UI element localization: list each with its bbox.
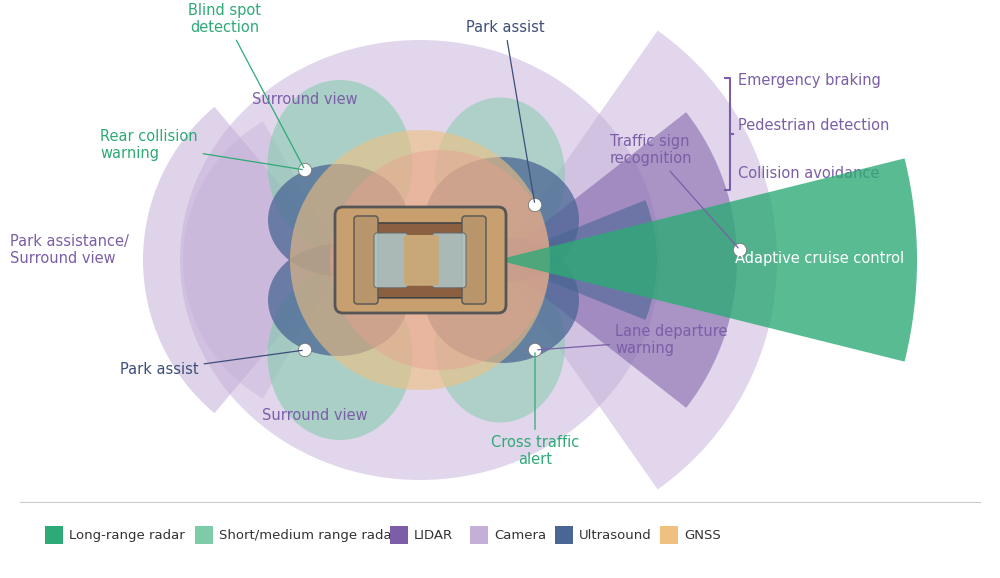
Circle shape (734, 244, 746, 255)
Bar (45, 526, 63, 544)
Text: Blind spot
detection: Blind spot detection (188, 2, 304, 168)
Text: Lane departure
warning: Lane departure warning (538, 324, 728, 356)
Wedge shape (497, 158, 917, 362)
Circle shape (300, 165, 310, 176)
Bar (555, 526, 573, 544)
Ellipse shape (290, 130, 550, 390)
Bar (195, 526, 213, 544)
Text: Collision avoidance: Collision avoidance (738, 166, 880, 181)
Text: Park assistance/
Surround view: Park assistance/ Surround view (10, 234, 129, 266)
Text: Surround view: Surround view (262, 407, 368, 423)
Ellipse shape (435, 268, 565, 423)
FancyBboxPatch shape (432, 233, 466, 288)
Wedge shape (183, 121, 343, 399)
Circle shape (530, 199, 540, 210)
Text: Ultrasound: Ultrasound (579, 529, 652, 542)
Bar (470, 526, 488, 544)
Text: Short/medium range radar: Short/medium range radar (219, 529, 397, 542)
Circle shape (300, 344, 310, 355)
FancyBboxPatch shape (372, 223, 469, 298)
Bar (660, 526, 678, 544)
Ellipse shape (268, 80, 413, 250)
Bar (390, 526, 408, 544)
FancyBboxPatch shape (335, 207, 506, 313)
Text: Pedestrian detection: Pedestrian detection (738, 118, 889, 133)
Text: GNSS: GNSS (684, 529, 721, 542)
FancyBboxPatch shape (404, 235, 439, 286)
Ellipse shape (435, 98, 565, 253)
Text: Cross traffic
alert: Cross traffic alert (491, 353, 579, 468)
FancyBboxPatch shape (354, 216, 378, 304)
Text: LIDAR: LIDAR (414, 529, 453, 542)
Text: Traffic sign
recognition: Traffic sign recognition (610, 134, 738, 248)
Ellipse shape (425, 237, 579, 363)
Ellipse shape (268, 164, 408, 276)
Ellipse shape (180, 40, 660, 480)
Text: Long-range radar: Long-range radar (69, 529, 185, 542)
Circle shape (530, 344, 540, 355)
Text: Emergency braking: Emergency braking (738, 73, 881, 88)
Ellipse shape (330, 150, 550, 370)
Text: Adaptive cruise control: Adaptive cruise control (735, 250, 905, 265)
Text: Surround view: Surround view (252, 92, 358, 108)
Text: Park assist: Park assist (120, 350, 302, 377)
Text: Camera: Camera (494, 529, 546, 542)
Ellipse shape (425, 157, 579, 283)
Wedge shape (497, 200, 657, 320)
Wedge shape (497, 31, 777, 490)
FancyBboxPatch shape (374, 233, 408, 288)
Wedge shape (143, 107, 343, 413)
Wedge shape (497, 112, 737, 407)
Ellipse shape (268, 270, 413, 440)
FancyBboxPatch shape (462, 216, 486, 304)
Ellipse shape (268, 244, 408, 356)
Text: Park assist: Park assist (466, 20, 544, 202)
Text: Rear collision
warning: Rear collision warning (100, 129, 302, 169)
